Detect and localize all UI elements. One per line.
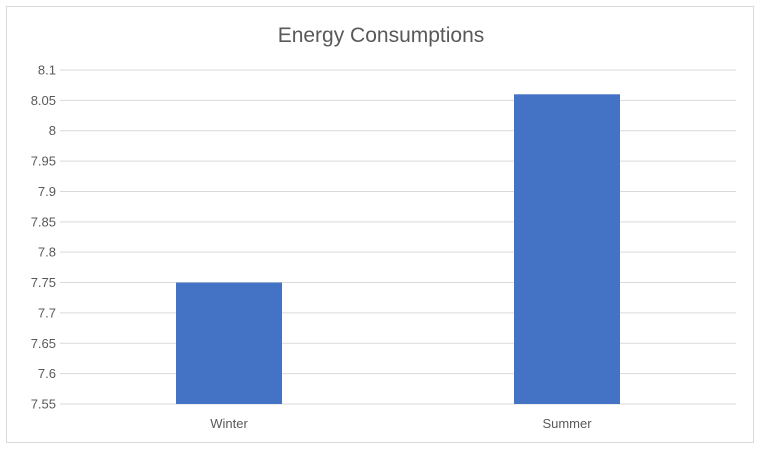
y-tick-label: 7.95 bbox=[31, 154, 56, 169]
x-tick-label-summer: Summer bbox=[542, 416, 592, 431]
y-tick-label: 7.75 bbox=[31, 275, 56, 290]
bars bbox=[176, 94, 620, 405]
bar-winter bbox=[176, 282, 282, 404]
chart-title: Energy Consumptions bbox=[278, 24, 485, 47]
x-tick-label-winter: Winter bbox=[210, 416, 248, 431]
x-axis-ticks: Winter Summer bbox=[210, 416, 592, 431]
gridlines bbox=[60, 69, 736, 405]
y-tick-label: 8.1 bbox=[38, 63, 56, 78]
y-axis-ticks: 7.55 7.6 7.65 7.7 7.75 7.8 7.85 7.9 7.95 8 8.05 8.1 bbox=[31, 63, 56, 412]
y-tick-label: 7.8 bbox=[38, 245, 56, 260]
y-tick-label: 7.9 bbox=[38, 184, 56, 199]
y-tick-label: 7.6 bbox=[38, 366, 56, 381]
y-tick-label: 7.85 bbox=[31, 214, 56, 229]
y-tick-label: 8 bbox=[49, 123, 56, 138]
bar-summer bbox=[514, 94, 620, 405]
y-tick-label: 7.7 bbox=[38, 305, 56, 320]
y-tick-label: 8.05 bbox=[31, 93, 56, 108]
y-tick-label: 7.65 bbox=[31, 336, 56, 351]
chart-frame bbox=[6, 6, 754, 443]
y-tick-label: 7.55 bbox=[31, 397, 56, 412]
